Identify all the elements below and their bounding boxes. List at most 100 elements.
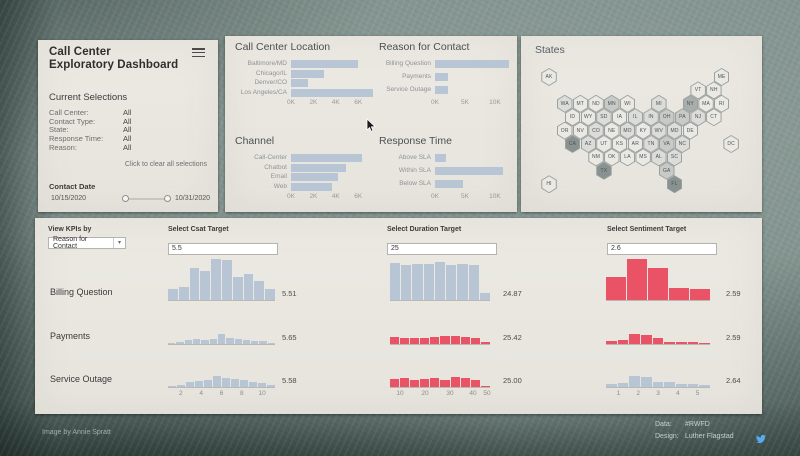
histogram-bar xyxy=(242,339,251,344)
kpi-axis-tick: 1 xyxy=(616,390,621,397)
data-credit-value: #RWFD xyxy=(685,421,710,428)
kpi-histogram-duration xyxy=(390,258,490,301)
chart-bar[interactable] xyxy=(435,86,449,94)
state-hex-vt[interactable]: VT xyxy=(690,81,706,100)
state-hex-co[interactable]: CO xyxy=(588,121,604,140)
state-hex-me[interactable]: ME xyxy=(713,68,730,86)
state-hex-mo[interactable]: MO xyxy=(619,121,636,140)
clear-selections-link[interactable]: Click to clear all selections xyxy=(124,161,207,168)
chart-bar[interactable] xyxy=(291,88,373,97)
chart-bar[interactable] xyxy=(291,163,346,172)
chart-bar[interactable] xyxy=(435,180,463,188)
state-hex-sc[interactable]: SC xyxy=(666,148,683,167)
state-hex-tx[interactable]: TX xyxy=(596,161,612,180)
chart-bar[interactable] xyxy=(435,154,446,162)
histogram-bar xyxy=(267,342,276,344)
state-hex-nh[interactable]: NH xyxy=(706,81,722,100)
sentiment-target-input[interactable] xyxy=(607,242,717,255)
state-abbr-label: NM xyxy=(591,154,601,161)
chart-bar[interactable] xyxy=(435,167,504,175)
state-hex-id[interactable]: ID xyxy=(564,108,581,127)
date-range-start: 10/15/2020 xyxy=(51,195,87,202)
state-hex-ks[interactable]: KS xyxy=(611,135,628,153)
state-hex-ri[interactable]: RI xyxy=(713,94,730,113)
state-hex-ok[interactable]: OK xyxy=(604,148,620,167)
state-hex-ky[interactable]: KY xyxy=(635,121,651,140)
chart-category-label: Chicago/IL xyxy=(255,69,287,77)
state-hex-ia[interactable]: IA xyxy=(611,108,628,127)
state-hex-dc[interactable]: DC xyxy=(723,135,739,153)
state-hex-al[interactable]: AL xyxy=(651,148,667,167)
histogram-bar xyxy=(254,281,265,300)
state-abbr-label: MI xyxy=(655,100,662,107)
chart-bar[interactable] xyxy=(291,60,359,68)
chart-bar[interactable] xyxy=(435,73,449,81)
state-hex-nm[interactable]: NM xyxy=(588,148,604,167)
slider-handle-right[interactable] xyxy=(164,195,171,202)
state-abbr-label: WY xyxy=(584,114,593,121)
chart-bar[interactable] xyxy=(291,69,324,78)
state-hex-ct[interactable]: CT xyxy=(706,108,722,127)
state-hex-nd[interactable]: ND xyxy=(588,94,604,113)
state-hex-wa[interactable]: WA xyxy=(557,94,573,113)
state-hex-pa[interactable]: PA xyxy=(674,108,691,127)
state-hex-md[interactable]: MD xyxy=(666,121,683,140)
state-hex-sd[interactable]: SD xyxy=(596,108,612,127)
state-hex-fill xyxy=(660,109,674,126)
state-hex-wi[interactable]: WI xyxy=(619,94,636,113)
twitter-icon[interactable] xyxy=(756,431,767,449)
state-hex-fill xyxy=(589,95,603,112)
histogram-bar xyxy=(410,337,420,344)
chart-bar[interactable] xyxy=(291,154,362,162)
state-abbr-label: AK xyxy=(545,74,553,80)
state-hex-nv[interactable]: NV xyxy=(572,121,589,140)
state-hex-or[interactable]: OR xyxy=(557,121,573,140)
state-abbr-label: FL xyxy=(671,181,678,188)
state-hex-va[interactable]: VA xyxy=(659,135,675,153)
csat-target-input[interactable] xyxy=(168,242,278,255)
state-hex-mi[interactable]: MI xyxy=(651,94,667,113)
view-kpis-by-control: View KPIs by Reason for Contact ▾ xyxy=(48,226,126,250)
state-hex-fill xyxy=(589,122,603,139)
state-hex-de[interactable]: DE xyxy=(682,121,698,140)
chart-bar-track xyxy=(291,154,375,162)
date-range-slider[interactable] xyxy=(122,195,171,202)
state-hex-wv[interactable]: WV xyxy=(651,121,667,140)
state-hex-il[interactable]: IL xyxy=(627,108,644,127)
state-hex-tn[interactable]: TN xyxy=(643,135,659,153)
kpi-value-sentiment: 2.64 xyxy=(726,376,741,385)
chart-bar[interactable] xyxy=(291,79,308,87)
slider-handle-left[interactable] xyxy=(122,195,129,202)
chart-bar[interactable] xyxy=(291,182,333,191)
state-hex-nj[interactable]: NJ xyxy=(690,108,706,127)
state-hex-ak[interactable]: AK xyxy=(541,68,557,86)
state-hex-oh[interactable]: OH xyxy=(659,108,675,127)
state-hex-ne[interactable]: NE xyxy=(604,121,620,140)
state-hex-la[interactable]: LA xyxy=(619,148,636,167)
state-abbr-label: AL xyxy=(655,154,663,161)
design-credit-label: Design: xyxy=(655,432,679,440)
duration-target-control: Select Duration Target xyxy=(387,226,497,255)
state-hex-ga[interactable]: GA xyxy=(659,161,675,180)
state-hex-mn[interactable]: MN xyxy=(604,94,620,113)
histogram-bar xyxy=(186,381,194,387)
chart-bar[interactable] xyxy=(291,173,339,181)
state-hex-in[interactable]: IN xyxy=(643,108,659,127)
state-hex-ma[interactable]: MA xyxy=(698,94,714,113)
state-hex-mt[interactable]: MT xyxy=(572,94,589,113)
state-hex-ny[interactable]: NY xyxy=(682,94,698,113)
duration-target-input[interactable] xyxy=(387,242,497,255)
histogram-bar xyxy=(211,259,221,300)
state-hex-ms[interactable]: MS xyxy=(635,148,651,167)
state-hex-ca[interactable]: CA xyxy=(564,135,581,153)
state-hex-nc[interactable]: NC xyxy=(674,135,691,153)
chart-bar[interactable] xyxy=(435,60,510,68)
menu-icon[interactable] xyxy=(192,48,205,58)
view-kpis-by-dropdown[interactable]: Reason for Contact ▾ xyxy=(48,236,126,250)
state-hex-hi[interactable]: HI xyxy=(541,175,557,194)
state-hex-ar[interactable]: AR xyxy=(627,135,644,153)
state-hex-az[interactable]: AZ xyxy=(580,135,596,153)
state-hex-wy[interactable]: WY xyxy=(580,108,596,127)
state-hex-fl[interactable]: FL xyxy=(666,175,683,194)
state-hex-ut[interactable]: UT xyxy=(596,135,612,153)
